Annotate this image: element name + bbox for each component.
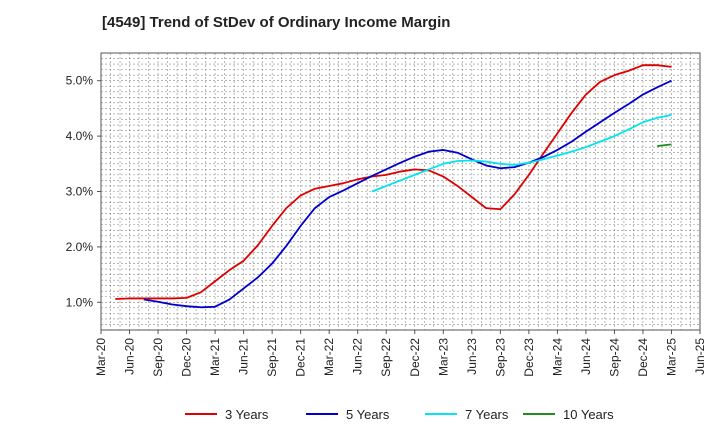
x-axis-ticks: Mar-20 Jun-20 Sep-20 Dec-20 Mar-21 Jun-21 Sep-… bbox=[94, 330, 707, 377]
x-tick-label: Mar-25 bbox=[664, 338, 678, 376]
series-line-10-years bbox=[657, 143, 672, 147]
x-tick-label: Dec-24 bbox=[636, 338, 650, 377]
series-line-7-years bbox=[371, 114, 672, 193]
x-tick-label: Sep-24 bbox=[607, 338, 621, 377]
x-tick-label: Mar-23 bbox=[436, 338, 450, 376]
legend: 3 Years 5 Years 7 Years 10 Years bbox=[185, 407, 614, 422]
x-tick-label: Sep-22 bbox=[379, 338, 393, 377]
legend-label: 10 Years bbox=[563, 407, 614, 422]
y-tick-label: 5.0% bbox=[66, 74, 94, 88]
series-line-5-years bbox=[143, 79, 672, 309]
x-tick-label: Dec-21 bbox=[294, 338, 308, 377]
x-tick-label: Sep-23 bbox=[493, 338, 507, 377]
y-tick-label: 1.0% bbox=[66, 295, 94, 309]
x-tick-label: Mar-24 bbox=[550, 338, 564, 376]
y-tick-label: 2.0% bbox=[66, 240, 94, 254]
legend-label: 5 Years bbox=[346, 407, 390, 422]
x-tick-label: Mar-20 bbox=[94, 338, 108, 376]
y-tick-label: 4.0% bbox=[66, 129, 94, 143]
x-tick-label: Jun-20 bbox=[123, 338, 137, 375]
x-tick-label: Dec-20 bbox=[180, 338, 194, 377]
x-tick-label: Mar-22 bbox=[322, 338, 336, 376]
legend-label: 7 Years bbox=[465, 407, 509, 422]
x-tick-label: Mar-21 bbox=[208, 338, 222, 376]
x-tick-label: Dec-22 bbox=[408, 338, 422, 377]
x-tick-label: Jun-25 bbox=[693, 338, 707, 375]
series-line-3-years bbox=[115, 64, 672, 300]
x-tick-label: Dec-23 bbox=[522, 338, 536, 377]
legend-label: 3 Years bbox=[225, 407, 269, 422]
chart-title: [4549] Trend of StDev of Ordinary Income… bbox=[102, 14, 451, 31]
x-tick-label: Jun-24 bbox=[579, 338, 593, 375]
y-tick-label: 3.0% bbox=[66, 185, 94, 199]
x-tick-label: Jun-21 bbox=[237, 338, 251, 375]
x-tick-label: Jun-22 bbox=[351, 338, 365, 375]
x-tick-label: Sep-20 bbox=[151, 338, 165, 377]
series-lines bbox=[115, 64, 672, 309]
x-tick-label: Sep-21 bbox=[265, 338, 279, 377]
y-axis-ticks: 1.0% 2.0% 3.0% 4.0% 5.0% bbox=[66, 74, 101, 309]
x-tick-label: Jun-23 bbox=[465, 338, 479, 375]
grid-lines bbox=[101, 53, 700, 330]
